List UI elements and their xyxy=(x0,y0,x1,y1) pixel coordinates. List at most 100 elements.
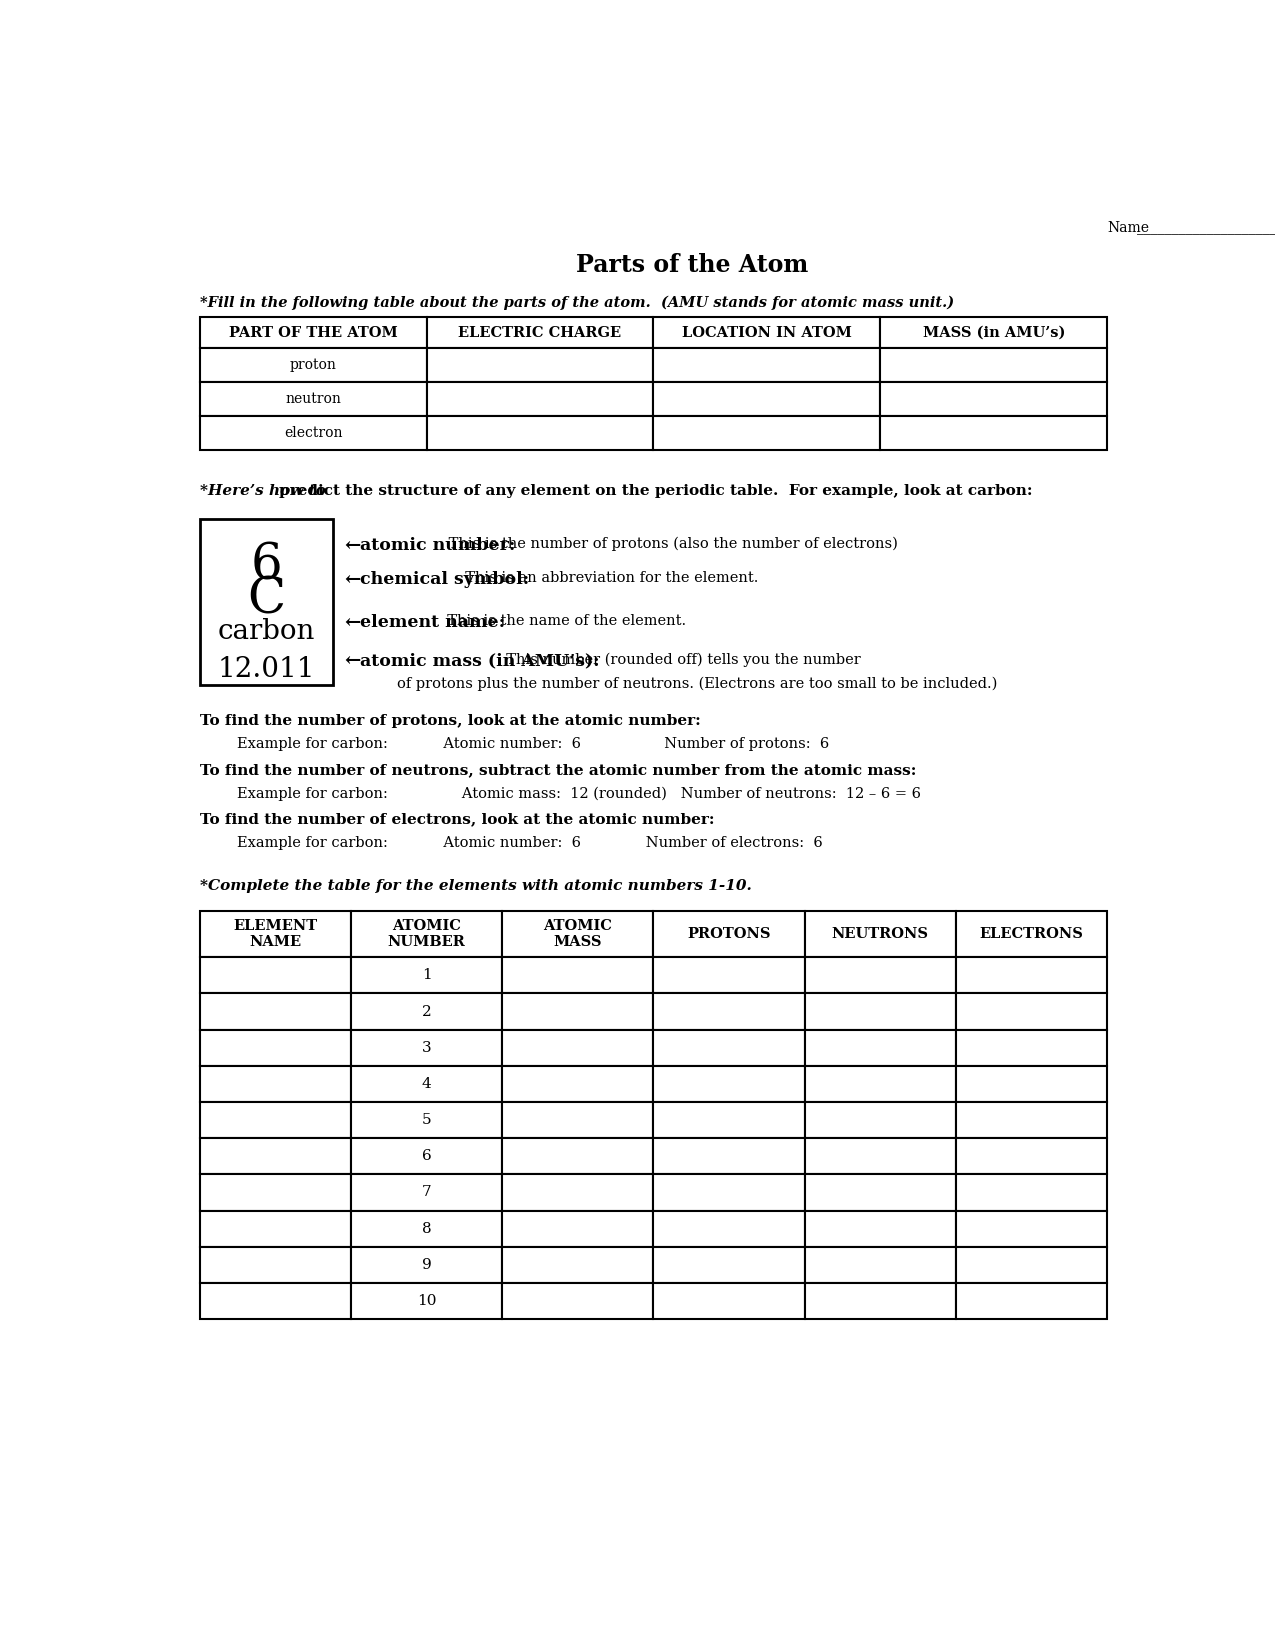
Bar xyxy=(200,1211,351,1247)
Text: PART OF THE ATOM: PART OF THE ATOM xyxy=(228,325,398,340)
Text: ←: ← xyxy=(344,614,361,632)
Bar xyxy=(200,957,351,993)
Bar xyxy=(805,1247,956,1284)
Bar xyxy=(351,1138,502,1175)
Text: Name: Name xyxy=(1107,221,1149,234)
Text: NEUTRONS: NEUTRONS xyxy=(831,927,928,940)
Bar xyxy=(956,1175,1107,1211)
Bar xyxy=(502,957,653,993)
Bar xyxy=(805,993,956,1030)
Bar xyxy=(502,993,653,1030)
Text: ←: ← xyxy=(344,652,361,670)
Bar xyxy=(653,1066,805,1102)
Text: atomic mass (in AMU’s):: atomic mass (in AMU’s): xyxy=(360,652,599,670)
Bar xyxy=(956,957,1107,993)
Text: 8: 8 xyxy=(422,1221,431,1236)
Text: element name:: element name: xyxy=(360,614,505,630)
Bar xyxy=(653,317,880,348)
Text: *Here’s how to: *Here’s how to xyxy=(200,485,330,498)
Bar xyxy=(200,348,427,383)
Bar xyxy=(351,911,502,957)
Text: proton: proton xyxy=(289,358,337,373)
Bar xyxy=(653,1284,805,1318)
Bar xyxy=(502,1066,653,1102)
Text: ELECTRIC CHARGE: ELECTRIC CHARGE xyxy=(459,325,621,340)
Bar xyxy=(653,911,805,957)
Bar xyxy=(200,911,351,957)
Bar xyxy=(956,1138,1107,1175)
Text: neutron: neutron xyxy=(286,393,340,406)
Bar xyxy=(351,1211,502,1247)
Text: 1: 1 xyxy=(422,969,431,982)
Bar xyxy=(502,1030,653,1066)
Text: 9: 9 xyxy=(422,1257,431,1272)
Bar xyxy=(200,1066,351,1102)
Bar xyxy=(805,1066,956,1102)
Bar xyxy=(805,1211,956,1247)
Text: atomic number:: atomic number: xyxy=(360,536,515,554)
Bar xyxy=(653,348,880,383)
Bar xyxy=(956,1284,1107,1318)
Bar xyxy=(653,1138,805,1175)
Bar xyxy=(200,1102,351,1138)
Text: ←: ← xyxy=(344,536,361,554)
Bar xyxy=(805,911,956,957)
Text: ATOMIC
MASS: ATOMIC MASS xyxy=(543,919,612,949)
Bar xyxy=(653,1102,805,1138)
Text: of protons plus the number of neutrons. (Electrons are too small to be included.: of protons plus the number of neutrons. … xyxy=(360,676,997,691)
Text: *Fill in the following table about the parts of the atom.  (AMU stands for atomi: *Fill in the following table about the p… xyxy=(200,295,954,310)
Bar xyxy=(805,1284,956,1318)
Text: 6: 6 xyxy=(250,541,282,591)
Text: ____________________: ____________________ xyxy=(1136,221,1275,234)
Bar xyxy=(351,1284,502,1318)
Text: 10: 10 xyxy=(417,1294,436,1308)
Bar xyxy=(351,1030,502,1066)
Text: 6: 6 xyxy=(422,1150,431,1163)
Bar xyxy=(502,1102,653,1138)
Bar xyxy=(805,1175,956,1211)
Bar xyxy=(956,1247,1107,1284)
Bar xyxy=(351,957,502,993)
Bar xyxy=(880,348,1107,383)
Bar xyxy=(502,1247,653,1284)
Bar xyxy=(200,1247,351,1284)
Bar xyxy=(653,416,880,450)
Bar xyxy=(805,957,956,993)
Bar xyxy=(200,520,333,685)
Bar xyxy=(805,1138,956,1175)
Bar xyxy=(956,1211,1107,1247)
Bar xyxy=(956,1102,1107,1138)
Text: To find the number of neutrons, subtract the atomic number from the atomic mass:: To find the number of neutrons, subtract… xyxy=(200,764,915,777)
Bar xyxy=(200,993,351,1030)
Bar xyxy=(502,1138,653,1175)
Text: This is an abbreviation for the element.: This is an abbreviation for the element. xyxy=(455,571,757,586)
Bar xyxy=(200,317,427,348)
Bar xyxy=(427,416,653,450)
Text: C: C xyxy=(247,576,286,625)
Bar xyxy=(956,1066,1107,1102)
Bar xyxy=(653,1030,805,1066)
Bar xyxy=(351,1175,502,1211)
Bar xyxy=(200,1284,351,1318)
Bar xyxy=(200,416,427,450)
Bar xyxy=(653,1175,805,1211)
Bar xyxy=(200,1175,351,1211)
Bar xyxy=(200,383,427,416)
Bar xyxy=(653,383,880,416)
Text: chemical symbol:: chemical symbol: xyxy=(360,571,529,589)
Bar xyxy=(351,1102,502,1138)
Bar xyxy=(956,993,1107,1030)
Bar xyxy=(427,383,653,416)
Bar xyxy=(200,1030,351,1066)
Bar xyxy=(880,416,1107,450)
Bar xyxy=(805,1102,956,1138)
Text: To find the number of protons, look at the atomic number:: To find the number of protons, look at t… xyxy=(200,714,700,728)
Text: ATOMIC
NUMBER: ATOMIC NUMBER xyxy=(388,919,465,949)
Bar xyxy=(427,317,653,348)
Text: This is the name of the element.: This is the name of the element. xyxy=(437,614,686,627)
Bar xyxy=(351,1066,502,1102)
Bar xyxy=(502,911,653,957)
Bar xyxy=(653,1211,805,1247)
Bar xyxy=(880,383,1107,416)
Text: ELEMENT
NAME: ELEMENT NAME xyxy=(233,919,317,949)
